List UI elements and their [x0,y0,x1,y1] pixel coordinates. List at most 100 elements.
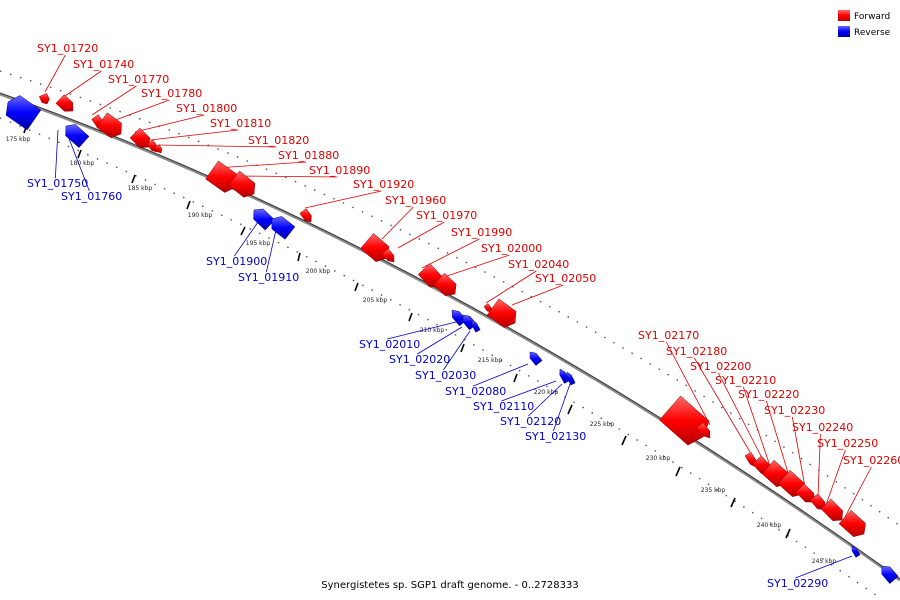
leader-line [694,357,751,453]
forward-gene-label: SY1_02040 [508,258,569,271]
forward-gene-arrow [96,112,122,138]
reverse-gene-label: SY1_01750 [27,177,88,190]
tick-label: 220 kbp [534,389,559,396]
leader-line [215,161,307,169]
tick-mark [513,373,518,383]
forward-gene-label: SY1_02200 [690,360,751,373]
tick-mark [186,200,191,210]
leader-line [665,341,711,426]
leader-line [134,114,205,133]
leader-line [765,400,790,477]
forward-gene-label: SY1_01920 [353,178,414,191]
leader-line [149,129,239,141]
reverse-gene-arrow [881,565,899,584]
forward-gene-arrow [360,233,390,262]
tick-mark [675,466,681,477]
reverse-gene-label: SY1_02010 [359,338,420,351]
reverse-gene-label: SY1_02080 [445,385,506,398]
tick-mark [131,174,136,184]
forward-gene-label: SY1_01960 [385,194,446,207]
tick-mark [77,149,82,159]
reverse-gene-arrow [851,545,861,558]
forward-gene-arrow [228,170,256,198]
leader-line [417,326,463,355]
leader-line [234,221,259,257]
forward-gene-label: SY1_02180 [666,345,727,358]
tick-label: 235 kbp [701,487,726,494]
reverse-gene-label: SY1_02120 [500,415,561,428]
forward-gene-label: SY1_01770 [108,73,169,86]
leader-line [421,238,480,269]
tick-label: 195 kbp [246,240,271,247]
leader-line [381,206,414,240]
forward-gene-label: SY1_02230 [764,404,825,417]
legend-forward-label: Forward [854,12,890,22]
leader-line [552,383,571,432]
legend-reverse-label: Reverse [854,28,891,38]
leader-line [795,555,853,579]
legend-reverse-swatch [838,26,850,37]
reverse-gene-arrow [5,95,42,131]
forward-gene-arrow [696,422,711,439]
tick-mark [567,404,573,415]
leader-line [387,321,457,340]
leader-line [528,383,563,417]
forward-gene-label: SY1_02210 [715,374,776,387]
reverse-gene-arrow [253,208,276,231]
forward-gene-label: SY1_01820 [248,134,309,147]
forward-gene-label: SY1_02260 [843,454,900,467]
tick-label: 175 kbp [6,136,31,143]
reverse-gene-arrow [566,371,576,386]
tick-label: 190 kbp [188,212,213,219]
leader-line [446,254,510,277]
leader-line [443,330,471,371]
tick-marks: 175 kbp 180 kbp 185 kbp 190 kbp 195 kbp 200 k… [6,123,837,565]
genome-caption: Synergistetes sp. SGP1 draft genome. - 0… [321,580,578,591]
tick-label: 245 kbp [812,558,837,565]
tick-label: 180 kbp [70,160,95,167]
tick-mark [297,252,301,262]
forward-gene-label: SY1_02170 [638,329,699,342]
forward-gene-label: SY1_01800 [176,102,237,115]
forward-gene-label: SY1_01720 [37,42,98,55]
leader-line [397,221,445,249]
reverse-gene-arrow [271,216,296,240]
forward-gene-label: SY1_01810 [210,117,271,130]
label-leader-lines [44,54,872,579]
leader-line [109,99,170,123]
leader-line [825,449,846,506]
tick-label: 230 kbp [646,455,671,462]
tick-mark [785,528,791,539]
leader-line [485,270,537,304]
tick-label: 240 kbp [757,522,782,529]
genome-backbone-highlight [0,92,900,580]
leader-line [304,190,382,209]
leader-line [511,284,564,306]
forward-gene-arrow [38,93,50,105]
tick-mark [408,312,413,322]
reverse-gene-label: SY1_02020 [389,353,450,366]
forward-gene-label: SY1_02050 [535,272,596,285]
reverse-gene-arrow [65,124,90,148]
reverse-gene-label: SY1_02110 [473,400,534,413]
tick-label: 210 kbp [420,327,445,334]
forward-gene-arrow [154,144,163,154]
leader-line [717,372,763,459]
leader-line [501,380,557,402]
tick-mark [240,226,246,236]
forward-gene-arrow [299,208,312,223]
forward-gene-arrow [433,272,457,296]
forward-gene-arrow [659,395,710,446]
forward-gene-label: SY1_02250 [817,437,878,450]
tick-mark [460,343,465,353]
tick-label: 205 kbp [363,297,388,304]
leader-line [157,144,277,148]
forward-gene-label: SY1_01740 [73,58,134,71]
leader-line [473,363,529,387]
reverse-gene-arrow [471,319,481,333]
reverse-gene-label: SY1_02130 [525,430,586,443]
leader-line [844,466,872,518]
reverse-gene-label: SY1_01760 [61,190,122,203]
leader-line [742,386,771,467]
